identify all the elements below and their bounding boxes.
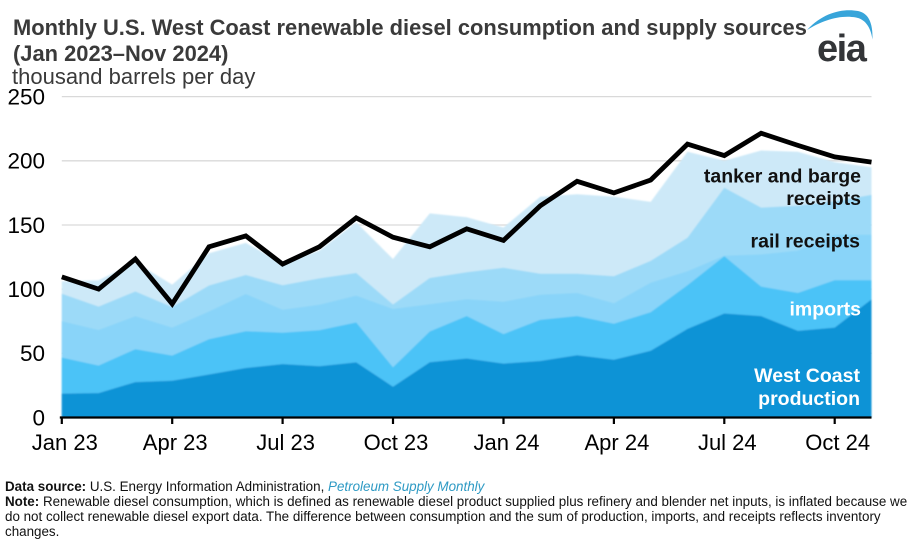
svg-text:rail receipts: rail receipts	[751, 231, 861, 253]
svg-text:imports: imports	[789, 299, 861, 321]
svg-text:100: 100	[7, 277, 45, 302]
svg-text:Oct 24: Oct 24	[805, 430, 870, 455]
svg-text:150: 150	[7, 213, 45, 238]
svg-text:0: 0	[32, 405, 45, 430]
svg-text:Apr 23: Apr 23	[143, 430, 208, 455]
svg-text:receipts: receipts	[786, 188, 861, 210]
svg-text:Jan 24: Jan 24	[473, 430, 539, 455]
svg-text:Oct 23: Oct 23	[364, 430, 429, 455]
svg-text:250: 250	[7, 85, 45, 110]
svg-text:tanker and barge: tanker and barge	[704, 166, 861, 188]
svg-text:Jul 24: Jul 24	[698, 430, 757, 455]
svg-text:Apr 24: Apr 24	[584, 430, 649, 455]
svg-text:200: 200	[7, 149, 45, 174]
svg-text:West Coast: West Coast	[754, 365, 860, 387]
svg-text:Jul 23: Jul 23	[256, 430, 315, 455]
svg-text:Jan 23: Jan 23	[32, 430, 98, 455]
svg-text:production: production	[758, 388, 860, 410]
svg-text:50: 50	[20, 341, 45, 366]
